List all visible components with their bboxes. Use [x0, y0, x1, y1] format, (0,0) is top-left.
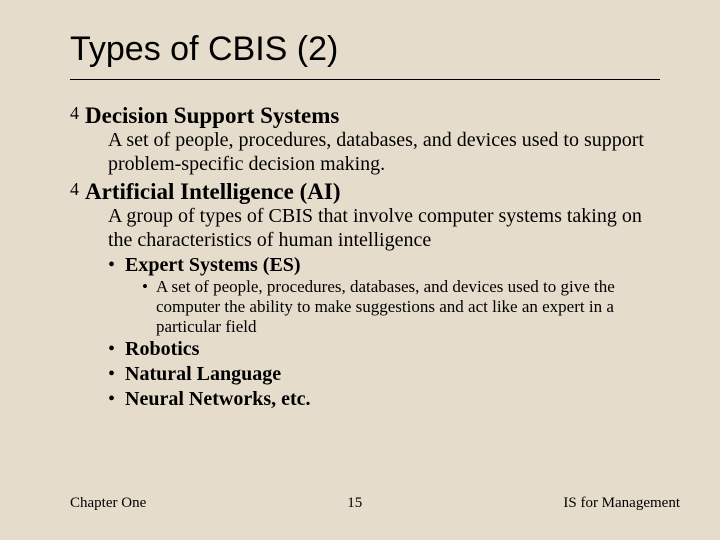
content-area: 4 Decision Support Systems A set of peop…: [70, 102, 680, 411]
subitem-es-detail-row: • A set of people, procedures, databases…: [142, 277, 660, 337]
footer-center: 15: [347, 495, 362, 512]
check-icon: 4: [70, 102, 79, 125]
item-dss-heading: Decision Support Systems: [85, 102, 339, 129]
title-rule: [70, 79, 660, 80]
bullet-icon: •: [108, 254, 115, 278]
subitem-es: • Expert Systems (ES): [108, 254, 680, 278]
subitem-nlp: • Natural Language: [108, 363, 680, 387]
item-dss: 4 Decision Support Systems: [70, 102, 680, 129]
subitem-nn: • Neural Networks, etc.: [108, 388, 680, 412]
subitem-es-label: Expert Systems (ES): [125, 254, 301, 278]
footer-left: Chapter One: [70, 495, 146, 512]
item-ai-heading: Artificial Intelligence (AI): [85, 178, 340, 205]
subitem-nn-label: Neural Networks, etc.: [125, 388, 311, 412]
footer: Chapter One 15 IS for Management: [70, 495, 680, 512]
bullet-icon: •: [142, 277, 148, 297]
subitem-robotics-label: Robotics: [125, 338, 199, 362]
slide: Types of CBIS (2) 4 Decision Support Sys…: [0, 0, 720, 540]
item-ai-body: A group of types of CBIS that involve co…: [108, 205, 670, 252]
bullet-icon: •: [108, 363, 115, 387]
subitem-robotics: • Robotics: [108, 338, 680, 362]
item-ai: 4 Artificial Intelligence (AI): [70, 178, 680, 205]
bullet-icon: •: [108, 338, 115, 362]
subitem-es-detail: A set of people, procedures, databases, …: [156, 277, 660, 337]
footer-right: IS for Management: [563, 495, 680, 512]
slide-title: Types of CBIS (2): [70, 30, 680, 69]
bullet-icon: •: [108, 388, 115, 412]
subitem-nlp-label: Natural Language: [125, 363, 281, 387]
check-icon: 4: [70, 178, 79, 201]
item-dss-body: A set of people, procedures, databases, …: [108, 129, 670, 176]
